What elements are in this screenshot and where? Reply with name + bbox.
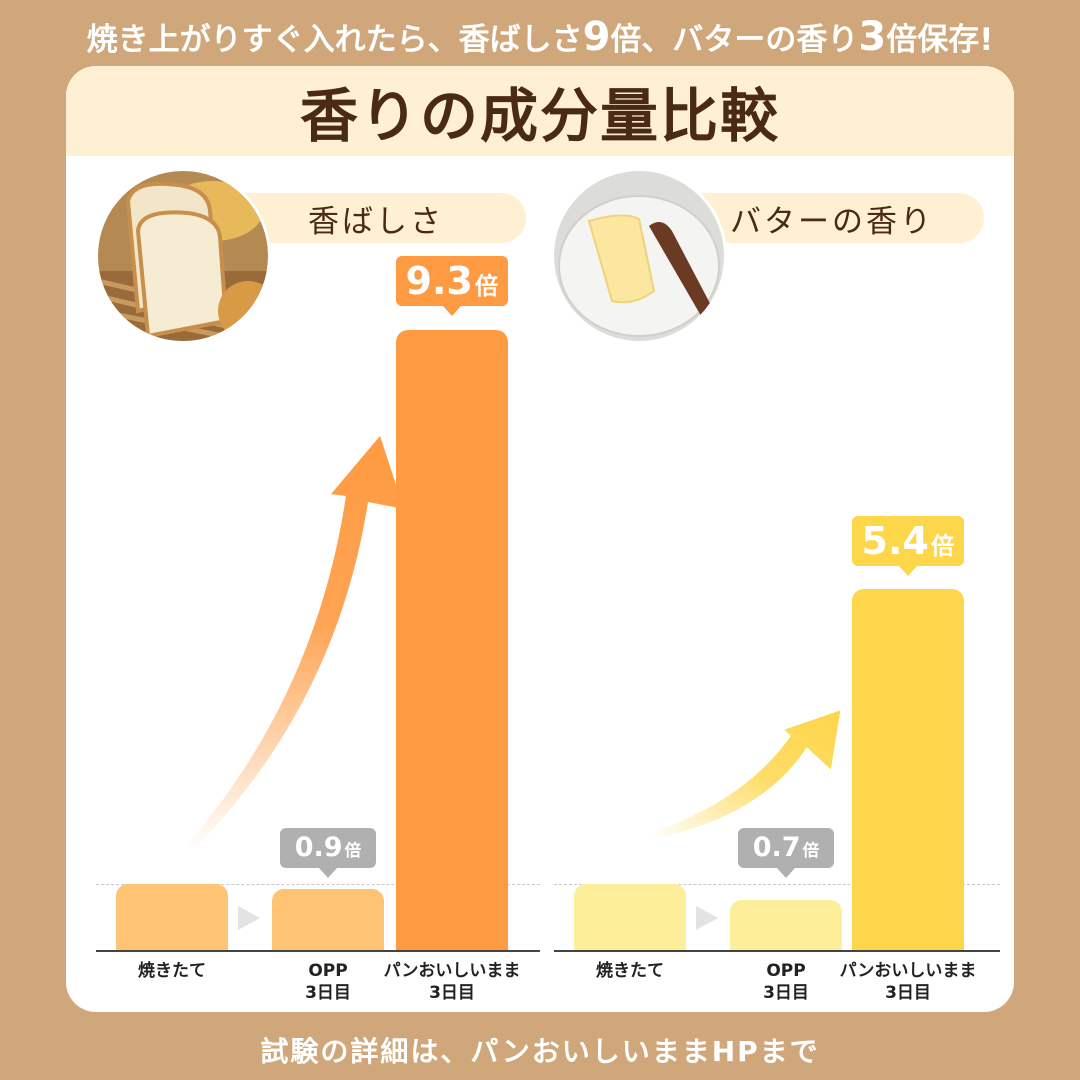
bar-freshly-baked xyxy=(574,884,686,950)
headline-text-2: 倍、バターの香り xyxy=(610,22,859,58)
growth-arrow-icon xyxy=(186,436,404,851)
panel-label: 香ばしさ xyxy=(226,193,526,243)
bar-pan-oishii-day3 xyxy=(396,330,508,950)
panel-label-text: バターの香り xyxy=(730,203,934,240)
panel-label: バターの香り xyxy=(680,193,984,243)
bubble-value: 0.9 xyxy=(294,832,343,863)
card-header: 香りの成分量比較 xyxy=(66,66,1014,156)
x-label-line1: OPP xyxy=(766,961,806,981)
x-label-line1: 焼きたて xyxy=(138,961,206,981)
panel-aroma-toasty: 香ばしさ xyxy=(66,156,540,1012)
value-bubble-opp: 0.9 倍 xyxy=(280,828,376,878)
butter-photo-icon xyxy=(554,171,724,341)
bar-opp-day3 xyxy=(730,900,842,950)
x-label-line2: 3日目 xyxy=(885,983,931,1003)
headline: 焼き上がりすぐ入れたら、香ばしさ9倍、バターの香り3倍保存! xyxy=(0,14,1080,60)
x-label-freshly-baked: 焼きたて xyxy=(106,960,238,982)
reference-line xyxy=(96,884,540,885)
x-label-freshly-baked: 焼きたて xyxy=(564,960,696,982)
bubble-value: 9.3 xyxy=(405,259,473,303)
bubble-unit: 倍 xyxy=(474,272,499,300)
play-arrow-icon xyxy=(238,906,260,930)
x-label-opp: OPP 3日目 xyxy=(720,960,852,1004)
growth-arrow-icon xyxy=(650,710,841,839)
play-arrow-icon xyxy=(696,906,718,930)
bar-pan-oishii-day3 xyxy=(852,589,964,950)
value-bubble-pan-oishii: 5.4 倍 xyxy=(852,516,964,576)
comparison-card: 香りの成分量比較 香ばしさ xyxy=(66,66,1014,1012)
bar-opp-day3 xyxy=(272,889,384,950)
headline-number-9: 9 xyxy=(582,14,611,60)
value-bubble-pan-oishii: 9.3 倍 xyxy=(396,256,508,316)
bubble-value: 0.7 xyxy=(752,832,801,863)
bubble-unit: 倍 xyxy=(930,532,955,560)
bubble-unit: 倍 xyxy=(344,840,362,860)
x-label-line2: 3日目 xyxy=(305,983,351,1003)
panel-label-text: 香ばしさ xyxy=(308,203,444,240)
panel-aroma-butter: バターの香り 0.7 倍 xyxy=(540,156,1014,1012)
bar-freshly-baked xyxy=(116,884,228,950)
x-label-line1: 焼きたて xyxy=(596,961,664,981)
x-label-line2: 3日目 xyxy=(429,983,475,1003)
headline-number-3: 3 xyxy=(858,14,887,60)
bread-photo-icon xyxy=(98,171,268,341)
footer-note: 試験の詳細は、パンおいしいままHPまで xyxy=(260,1035,820,1068)
reference-line xyxy=(554,884,1000,885)
x-label-line1: パンおいしいまま xyxy=(839,961,977,981)
x-label-line2: 3日目 xyxy=(763,983,809,1003)
value-bubble-opp: 0.7 倍 xyxy=(738,828,834,878)
x-label-opp: OPP 3日目 xyxy=(262,960,394,1004)
x-label-pan-oishii: パンおいしいまま 3日目 xyxy=(382,960,522,1004)
headline-text-3: 倍保存! xyxy=(886,22,994,58)
x-axis xyxy=(96,950,540,952)
page-title: 香りの成分量比較 xyxy=(299,82,780,150)
bubble-unit: 倍 xyxy=(802,840,820,860)
x-label-line1: OPP xyxy=(308,961,348,981)
x-label-line1: パンおいしいまま xyxy=(383,961,521,981)
x-label-pan-oishii: パンおいしいまま 3日目 xyxy=(838,960,978,1004)
bubble-value: 5.4 xyxy=(861,519,929,563)
headline-text-1: 焼き上がりすぐ入れたら、香ばしさ xyxy=(86,22,583,58)
x-axis xyxy=(554,950,1000,952)
